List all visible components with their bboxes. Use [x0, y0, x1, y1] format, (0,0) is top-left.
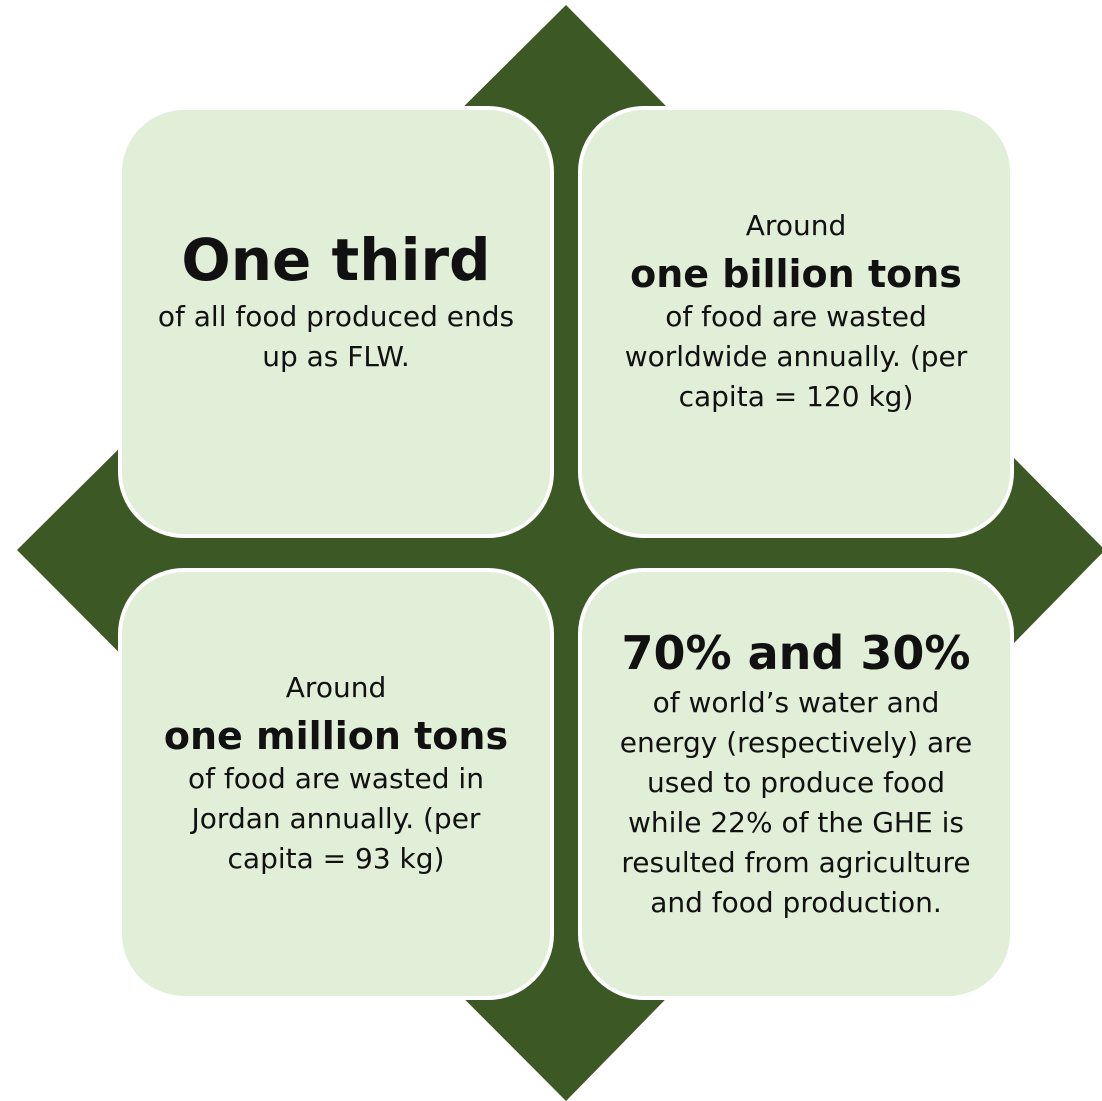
card-intro: Around	[285, 671, 387, 704]
card-headline: 70% and 30%	[621, 626, 971, 680]
card-description: of all food produced ends up as FLW.	[157, 300, 515, 373]
card-description: of world’s water and energy (respectivel…	[619, 686, 973, 919]
card-headline: One third	[181, 226, 491, 294]
fact-card-billion-tons: Around one billion tons of food are wast…	[578, 106, 1014, 538]
fact-card-water-energy: 70% and 30% of world’s water and energy …	[578, 568, 1014, 1000]
card-headline: one billion tons	[630, 252, 962, 296]
card-description: of food are wasted in Jordan annually. (…	[188, 762, 484, 875]
fact-card-million-tons: Around one million tons of food are wast…	[118, 568, 554, 1000]
card-intro: Around	[745, 209, 847, 242]
fact-card-one-third: One third of all food produced ends up a…	[118, 106, 554, 538]
card-headline: one million tons	[163, 714, 509, 758]
card-description: of food are wasted worldwide annually. (…	[624, 300, 968, 413]
